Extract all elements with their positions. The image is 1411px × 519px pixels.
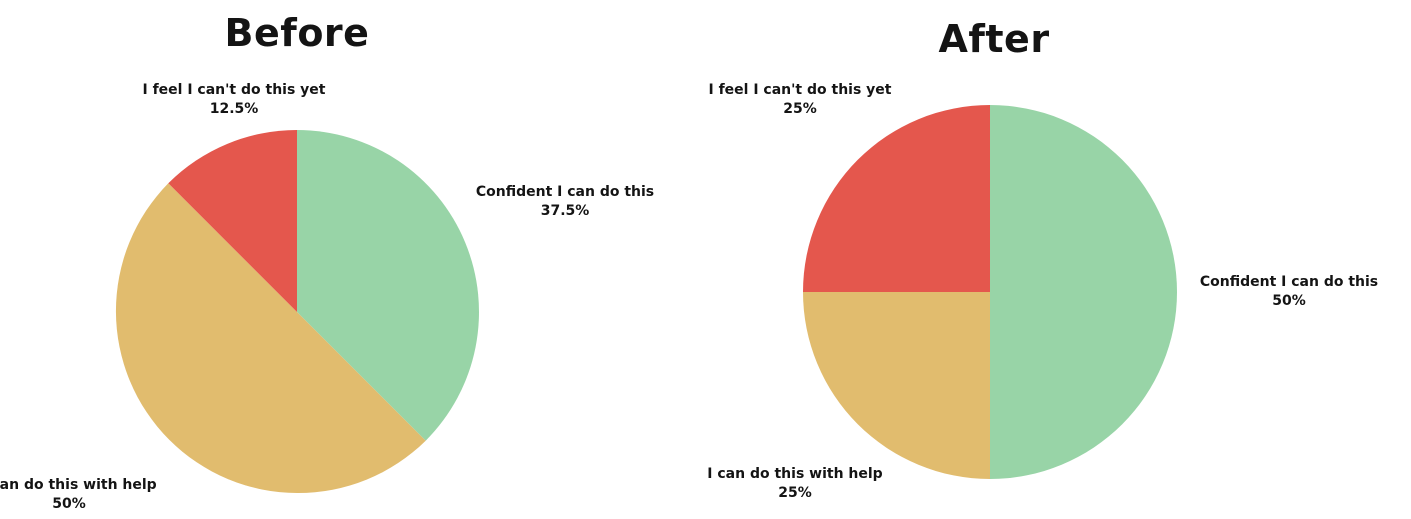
pie-slice-before-with-help — [115, 183, 426, 494]
pie-slice-before-cant-yet — [168, 130, 297, 312]
slice-value-text: 50% — [52, 496, 86, 512]
slice-label-text: I can do this with help — [0, 477, 157, 493]
slice-label-text: Confident I can do this — [475, 184, 655, 200]
pie-slice-after-confident — [990, 105, 1177, 479]
chart-title-after: After — [938, 17, 1050, 61]
slice-value-text: 50% — [1272, 293, 1306, 309]
pie-slice-before-confident — [297, 130, 479, 441]
slice-label-after-with-help: I can do this with help 25% — [707, 465, 882, 503]
pie-slice-after-cant-yet — [803, 105, 990, 292]
slice-value-text: 25% — [778, 485, 812, 501]
slice-label-before-confident: Confident I can do this 37.5% — [476, 183, 654, 221]
slice-label-after-cant-yet: I feel I can't do this yet 25% — [709, 81, 892, 119]
slice-label-before-with-help: I can do this with help 50% — [0, 476, 157, 514]
pie-slice-after-with-help — [803, 292, 990, 479]
slice-label-text: Confident I can do this — [1199, 274, 1379, 290]
slice-value-text: 12.5% — [209, 101, 259, 117]
chart-title-before: Before — [224, 11, 370, 55]
slice-value-text: 37.5% — [540, 203, 590, 219]
slice-label-after-confident: Confident I can do this 50% — [1200, 273, 1378, 311]
slice-value-text: 25% — [783, 101, 817, 117]
slice-label-before-cant-yet: I feel I can't do this yet 12.5% — [143, 81, 326, 119]
slice-label-text: I feel I can't do this yet — [142, 82, 326, 98]
slice-label-text: I feel I can't do this yet — [708, 82, 892, 98]
slice-label-text: I can do this with help — [707, 466, 883, 482]
